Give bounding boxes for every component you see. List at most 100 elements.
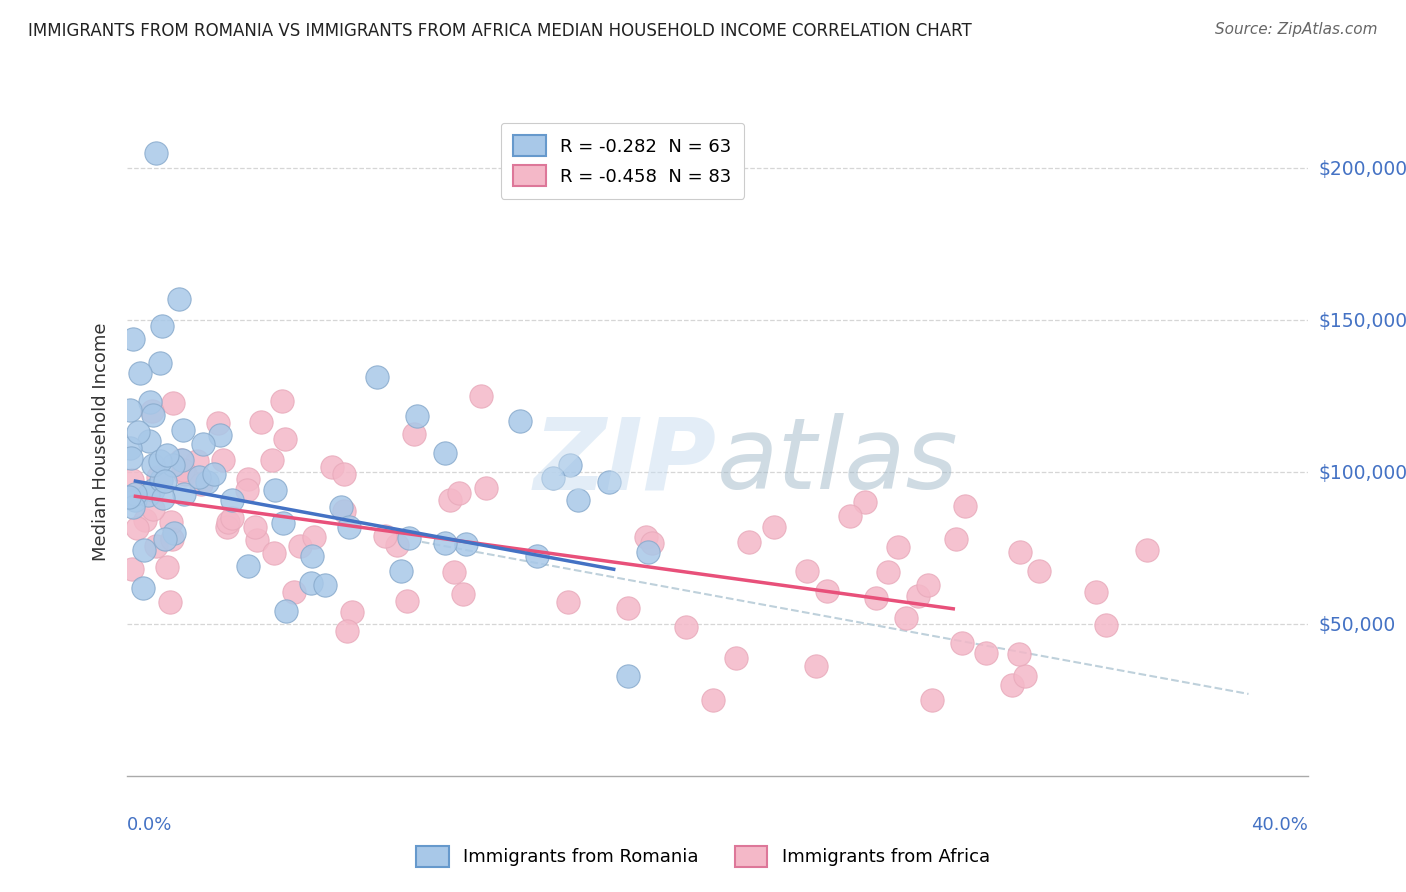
Point	[299, 576, 322, 591]
Point	[616, 600, 638, 615]
Point	[160, 532, 183, 546]
Point	[191, 437, 214, 451]
Point	[434, 446, 457, 460]
Point	[121, 473, 143, 487]
Point	[156, 559, 179, 574]
Point	[724, 650, 747, 665]
Point	[1095, 618, 1118, 632]
Point	[1028, 564, 1050, 578]
Point	[173, 423, 195, 437]
Point	[136, 488, 159, 502]
Point	[118, 403, 141, 417]
Point	[763, 519, 786, 533]
Point	[139, 394, 162, 409]
Point	[208, 428, 231, 442]
Point	[145, 145, 167, 160]
Point	[163, 525, 186, 540]
Point	[250, 415, 273, 429]
Y-axis label: Median Household Income: Median Household Income	[91, 322, 110, 561]
Point	[1001, 678, 1024, 692]
Legend: R = -0.282  N = 63, R = -0.458  N = 83: R = -0.282 N = 63, R = -0.458 N = 83	[501, 123, 744, 199]
Legend: Immigrants from Romania, Immigrants from Africa: Immigrants from Romania, Immigrants from…	[409, 838, 997, 874]
Point	[921, 693, 943, 707]
Point	[173, 486, 195, 500]
Point	[470, 389, 492, 403]
Point	[333, 467, 356, 481]
Text: IMMIGRANTS FROM ROMANIA VS IMMIGRANTS FROM AFRICA MEDIAN HOUSEHOLD INCOME CORREL: IMMIGRANTS FROM ROMANIA VS IMMIGRANTS FR…	[28, 22, 972, 40]
Text: atlas: atlas	[717, 413, 959, 510]
Point	[120, 451, 142, 466]
Point	[263, 483, 285, 498]
Point	[865, 591, 887, 606]
Point	[273, 516, 295, 530]
Point	[405, 409, 427, 424]
Point	[153, 532, 176, 546]
Point	[329, 500, 352, 515]
Point	[385, 538, 408, 552]
Point	[190, 477, 212, 491]
Point	[246, 533, 269, 548]
Point	[543, 470, 565, 484]
Point	[150, 318, 173, 333]
Point	[447, 486, 470, 500]
Point	[395, 594, 418, 608]
Point	[509, 414, 531, 428]
Point	[702, 693, 724, 707]
Point	[221, 511, 243, 525]
Point	[132, 581, 155, 595]
Point	[558, 458, 581, 472]
Point	[853, 495, 876, 509]
Point	[138, 434, 160, 448]
Point	[1136, 543, 1159, 558]
Point	[283, 585, 305, 599]
Point	[1085, 584, 1108, 599]
Point	[156, 448, 179, 462]
Point	[263, 546, 285, 560]
Point	[127, 425, 149, 439]
Point	[186, 454, 208, 468]
Point	[796, 564, 818, 578]
Point	[121, 500, 143, 514]
Point	[142, 409, 165, 423]
Point	[125, 521, 148, 535]
Point	[567, 492, 589, 507]
Point	[159, 515, 181, 529]
Point	[675, 619, 697, 633]
Point	[172, 452, 194, 467]
Point	[887, 541, 910, 555]
Point	[236, 558, 259, 573]
Point	[302, 530, 325, 544]
Point	[1008, 647, 1031, 661]
Point	[148, 470, 170, 484]
Point	[274, 604, 297, 618]
Point	[634, 530, 657, 544]
Point	[124, 492, 146, 507]
Point	[236, 483, 259, 498]
Text: 0.0%: 0.0%	[127, 816, 172, 834]
Point	[162, 458, 184, 472]
Point	[217, 515, 239, 529]
Point	[152, 491, 174, 506]
Point	[950, 636, 973, 650]
Point	[1008, 545, 1031, 559]
Point	[433, 536, 456, 550]
Point	[132, 543, 155, 558]
Point	[149, 356, 172, 370]
Point	[270, 394, 292, 409]
Point	[118, 490, 141, 504]
Point	[170, 452, 193, 467]
Point	[640, 536, 662, 550]
Point	[153, 475, 176, 489]
Point	[212, 452, 235, 467]
Point	[301, 549, 323, 563]
Point	[404, 427, 426, 442]
Text: Source: ZipAtlas.com: Source: ZipAtlas.com	[1215, 22, 1378, 37]
Point	[737, 535, 759, 549]
Point	[439, 493, 461, 508]
Point	[336, 624, 359, 639]
Point	[124, 487, 146, 501]
Point	[557, 595, 579, 609]
Point	[290, 539, 312, 553]
Point	[877, 565, 900, 579]
Point	[337, 519, 360, 533]
